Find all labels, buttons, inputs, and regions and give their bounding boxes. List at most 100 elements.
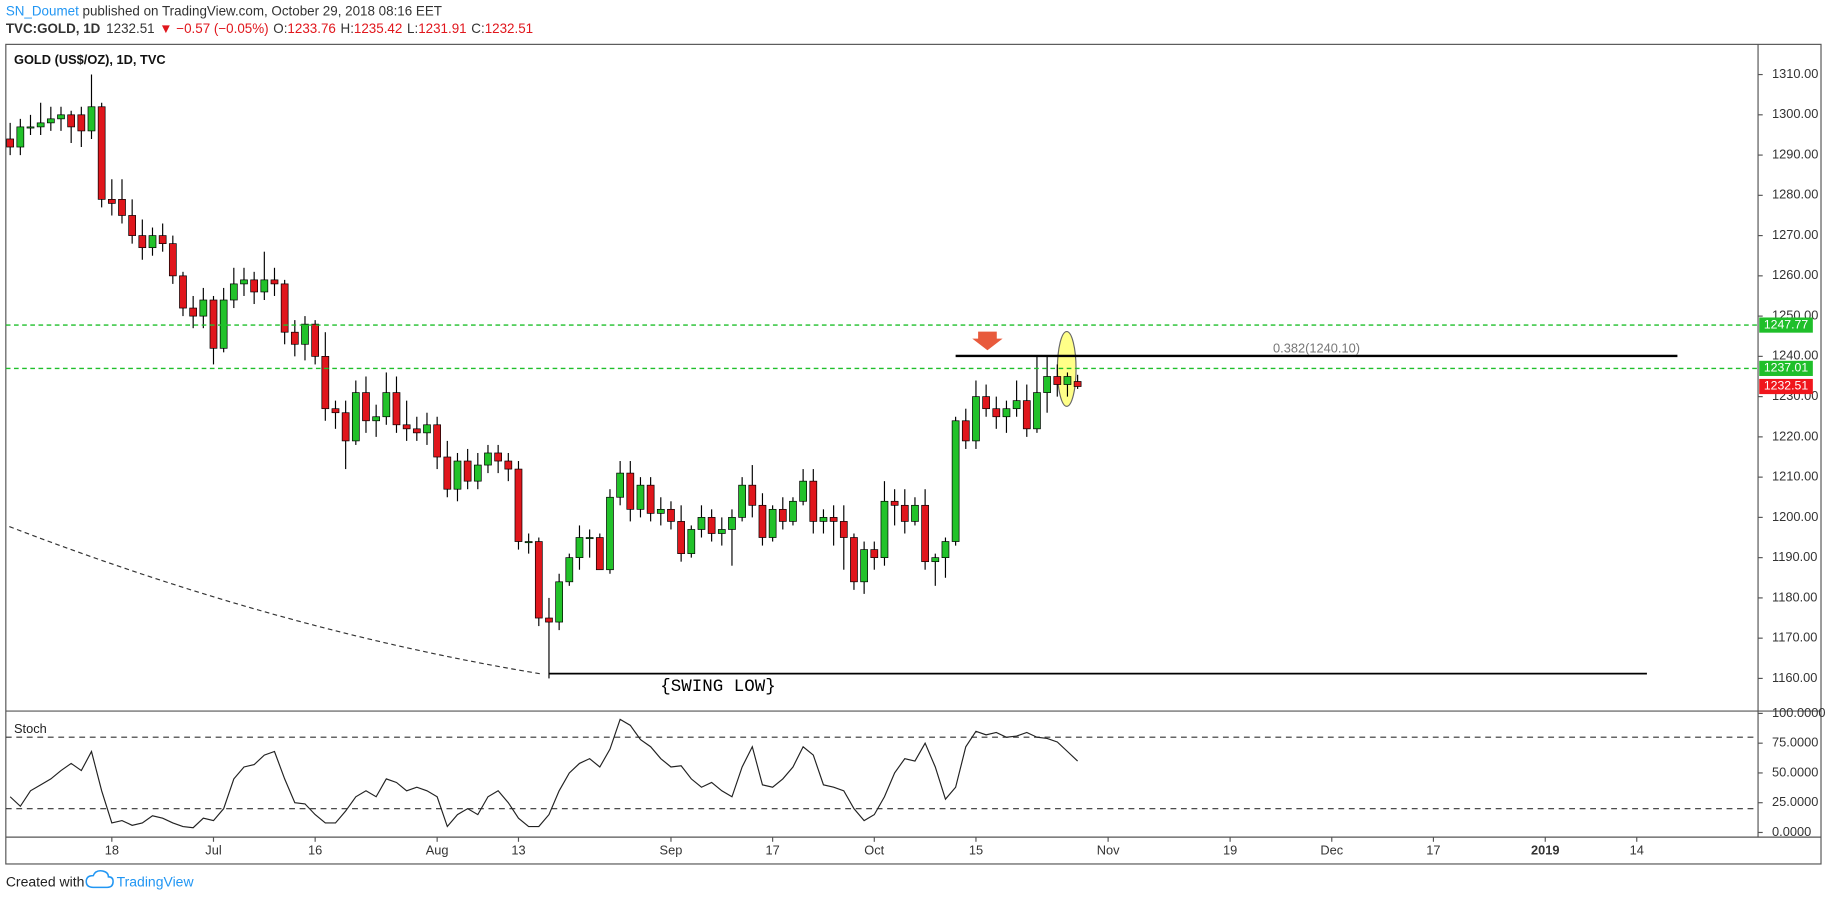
author[interactable]: SN_Doumet	[6, 3, 79, 18]
candle-body	[209, 299, 218, 349]
candle-body	[951, 420, 960, 542]
x-tick-label: 18	[105, 843, 119, 858]
candle-body	[534, 541, 543, 619]
candle-body	[128, 215, 137, 236]
candle-body	[677, 521, 685, 554]
swing-low-label: {SWING LOW}	[660, 677, 775, 697]
footer-brand[interactable]: TradingView	[117, 873, 195, 889]
c-value: 1232.51	[485, 21, 533, 36]
candle-body	[880, 500, 889, 558]
published: published on TradingView.com, October 29…	[79, 3, 442, 18]
candle-body	[545, 617, 553, 623]
frame	[5, 43, 1822, 865]
candle-body	[921, 504, 929, 563]
footer-created: Created with	[6, 873, 85, 889]
arrow-down	[972, 331, 1003, 351]
stoch-tick-label: 0.0000	[1772, 824, 1811, 839]
candle-body	[585, 537, 594, 540]
stoch-line	[9, 718, 1079, 829]
l-label: L:	[407, 21, 418, 36]
logo	[85, 870, 114, 889]
candle-body	[158, 235, 167, 244]
y-tick-label: 1220.00	[1772, 428, 1818, 443]
candle-body	[97, 106, 106, 200]
change: ▼ −0.57 (−0.05%)	[159, 21, 268, 36]
stoch-label: Stoch	[14, 721, 47, 736]
candle-body	[77, 114, 86, 132]
candle-body	[768, 508, 777, 538]
candle-body	[789, 500, 797, 522]
candle-body	[392, 392, 401, 426]
l-value: 1231.91	[418, 21, 466, 36]
candle-body	[850, 537, 858, 583]
candle-body	[575, 537, 584, 558]
x-tick-label: 13	[511, 843, 525, 858]
stoch-tick-label: 100.0000	[1772, 705, 1825, 720]
candle-body	[941, 541, 950, 558]
candle-body	[900, 504, 909, 522]
candle-body	[270, 279, 279, 285]
x-tick-label: 14	[1630, 843, 1644, 858]
candle-body	[1033, 392, 1041, 430]
candle-body	[412, 428, 421, 434]
candle-body	[36, 122, 45, 128]
candle-body	[1002, 408, 1011, 418]
y-tick-label: 1290.00	[1772, 146, 1818, 161]
candle-body	[514, 468, 523, 542]
candle-body	[290, 331, 299, 345]
header-line: SN_Doumet published on TradingView.com, …	[6, 3, 442, 18]
candle-body	[626, 472, 635, 510]
symbol: TVC:GOLD, 1D	[6, 21, 101, 36]
candle-body	[778, 508, 787, 522]
candle-body	[311, 323, 319, 357]
candle-body	[1053, 376, 1062, 385]
y-tick-label: 1180.00	[1772, 589, 1817, 604]
candle-body	[168, 243, 177, 277]
level-tag-label: 1237.01	[1764, 361, 1808, 375]
y-tick-label: 1280.00	[1772, 187, 1818, 202]
candle-body	[199, 299, 208, 317]
o-label: O:	[273, 21, 287, 36]
x-tick-label: 16	[308, 843, 322, 858]
candle-body	[87, 106, 96, 132]
candle-body	[839, 521, 848, 538]
last: 1232.51	[106, 21, 154, 36]
level-tag	[1759, 317, 1813, 333]
candle-body	[250, 279, 259, 293]
candle-body	[331, 408, 340, 414]
candle-body	[148, 235, 157, 249]
candle-body	[229, 283, 238, 301]
x-tick-label: Oct	[864, 843, 884, 858]
candle-body	[118, 199, 126, 216]
x-tick-label: 17	[765, 843, 779, 858]
y-tick-label: 1240.00	[1772, 348, 1818, 363]
candle-body	[636, 484, 645, 510]
y-tick-label: 1200.00	[1772, 509, 1818, 524]
candle-body	[362, 392, 370, 422]
candle-body	[992, 408, 1001, 418]
candle-body	[494, 452, 502, 462]
candle-body	[473, 464, 482, 482]
candle-body	[463, 460, 472, 482]
candle-body	[453, 460, 462, 490]
last-price-label: 1232.51	[1764, 379, 1808, 393]
candle-body	[697, 517, 706, 530]
candle-body	[433, 424, 441, 458]
x-tick-label: Sep	[660, 843, 683, 858]
h-value: 1235.42	[354, 21, 402, 36]
stoch-tick-label: 50.0000	[1772, 764, 1818, 779]
stoch-pane	[5, 718, 1759, 829]
candle-body	[219, 299, 228, 349]
candle-body	[402, 424, 411, 430]
c-label: C:	[471, 21, 484, 36]
y-tick-label: 1170.00	[1772, 630, 1817, 645]
candle-body	[423, 424, 431, 434]
y-tick-label: 1190.00	[1772, 549, 1817, 564]
candle-body	[616, 472, 624, 498]
y-tick-label: 1210.00	[1772, 469, 1818, 484]
y-tick-label: 1260.00	[1772, 267, 1818, 282]
x-tick-label: Nov	[1097, 843, 1120, 858]
candle-body	[646, 484, 655, 514]
